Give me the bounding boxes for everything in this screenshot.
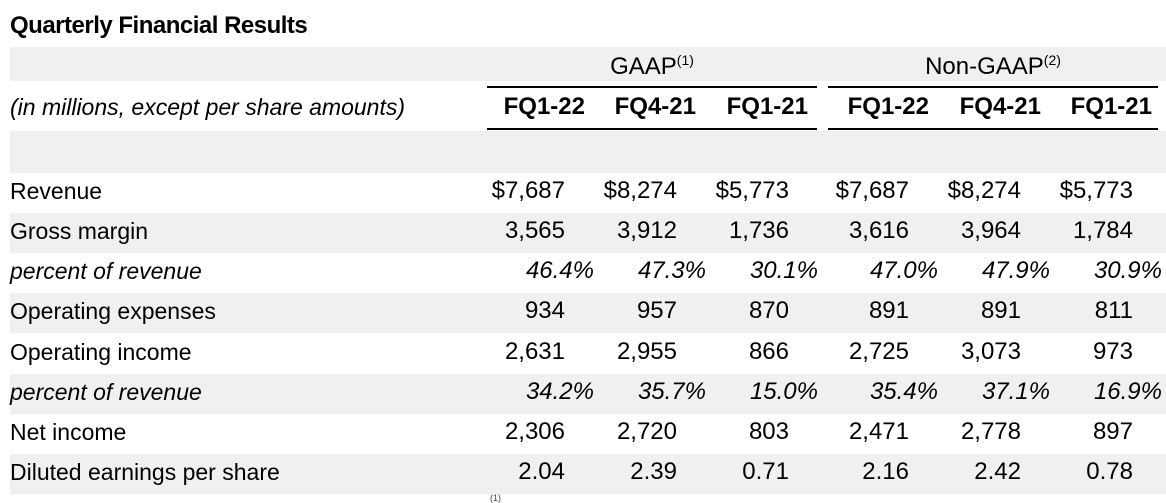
table-cell: 15.0%	[749, 378, 818, 405]
row-label: Revenue	[10, 178, 103, 204]
table-cell: 35.4%	[869, 378, 938, 405]
table-cell: 897	[1092, 418, 1133, 445]
table-cell: 3,912	[616, 217, 677, 244]
table-cell: 2.16	[862, 458, 909, 485]
table-cell: 47.3%	[637, 257, 706, 284]
table-cell: 1,784	[1072, 217, 1133, 244]
table-cell: 3,616	[848, 217, 909, 244]
row-band	[10, 454, 1166, 494]
table-cell: 934	[524, 297, 565, 324]
table-cell: 47.0%	[869, 257, 938, 284]
row-label: Net income	[10, 419, 127, 445]
table-cell: 2,631	[504, 338, 565, 365]
table-cell: 47.9%	[981, 257, 1050, 284]
group-label: Non-GAAP	[925, 53, 1044, 80]
table-cell: 30.1%	[749, 257, 818, 284]
group-header-non-gaap: Non-GAAP(2)	[828, 52, 1158, 81]
row-label: Diluted earnings per share	[10, 459, 280, 485]
table-cell: 957	[636, 297, 677, 324]
table-cell: 811	[1094, 297, 1133, 324]
column-header: FQ1-21	[726, 93, 808, 120]
column-rule-gaap	[487, 128, 817, 130]
table-cell: 870	[748, 297, 789, 324]
column-rule-non-gaap	[828, 128, 1158, 130]
table-cell: 3,073	[960, 338, 1021, 365]
table-cell: $5,773	[715, 177, 789, 204]
table-cell: $7,687	[835, 177, 909, 204]
table-cell: 16.9%	[1093, 378, 1162, 405]
header-band	[10, 47, 1166, 81]
column-header: FQ1-22	[503, 93, 585, 120]
table-cell: 46.4%	[525, 257, 594, 284]
table-cell: 34.2%	[525, 378, 594, 405]
group-label: GAAP	[610, 53, 677, 80]
group-rule-non-gaap	[828, 86, 1158, 88]
column-header: FQ1-22	[847, 93, 929, 120]
table-cell: 37.1%	[981, 378, 1050, 405]
table-cell: 2,778	[960, 418, 1021, 445]
row-band	[10, 374, 1166, 414]
table-cell: 3,565	[504, 217, 565, 244]
column-header: FQ4-21	[959, 93, 1041, 120]
table-cell: $8,274	[947, 177, 1021, 204]
row-band	[10, 213, 1166, 253]
table-cell: 973	[1092, 338, 1133, 365]
spacer-band	[10, 131, 1166, 173]
row-label: Gross margin	[10, 218, 149, 244]
table-cell: 891	[868, 297, 909, 324]
group-note: (2)	[1043, 52, 1061, 68]
column-header: FQ4-21	[614, 93, 696, 120]
table-cell: $5,773	[1059, 177, 1133, 204]
table-cell: 2,306	[504, 418, 565, 445]
table-cell: 30.9%	[1093, 257, 1162, 284]
row-label: percent of revenue	[10, 379, 202, 405]
row-label: Operating income	[10, 339, 192, 365]
table-title: Quarterly Financial Results	[10, 12, 308, 39]
table-cell: 2.04	[518, 458, 565, 485]
table-cell: 1,736	[728, 217, 789, 244]
column-header: FQ1-21	[1070, 93, 1152, 120]
table-cell: 891	[980, 297, 1021, 324]
group-header-gaap: GAAP(1)	[487, 52, 817, 81]
table-cell: 0.78	[1086, 458, 1133, 485]
table-cell: 803	[748, 418, 789, 445]
table-cell: 3,964	[960, 217, 1021, 244]
table-cell: 866	[748, 338, 789, 365]
table-cell: $7,687	[491, 177, 565, 204]
table-cell: 2,720	[616, 418, 677, 445]
table-cell: 35.7%	[637, 378, 706, 405]
footnote-marker: (1)	[490, 493, 501, 503]
table-cell: 2.39	[630, 458, 677, 485]
table-cell: 2.42	[974, 458, 1021, 485]
table-cell: 2,955	[616, 338, 677, 365]
units-label: (in millions, except per share amounts)	[10, 94, 405, 120]
row-label: Operating expenses	[10, 298, 216, 324]
row-label: percent of revenue	[10, 258, 202, 284]
group-note: (1)	[676, 52, 694, 68]
group-rule-gaap	[487, 86, 817, 88]
table-cell: 2,725	[848, 338, 909, 365]
table-cell: 2,471	[848, 418, 909, 445]
table-cell: 0.71	[742, 458, 789, 485]
row-band	[10, 293, 1166, 333]
table-cell: $8,274	[603, 177, 677, 204]
